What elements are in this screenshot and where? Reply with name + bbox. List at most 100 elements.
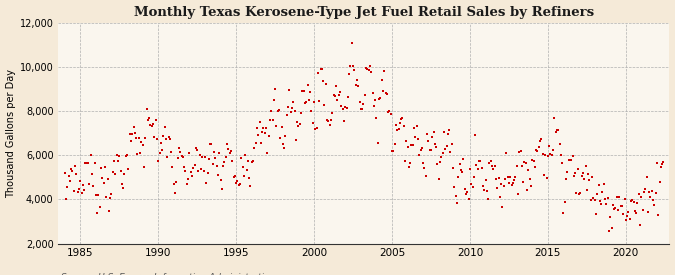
Point: [654, 180, 665, 184]
Point: [197, 155, 208, 159]
Point: [154, 151, 165, 155]
Point: [348, 64, 358, 68]
Point: [207, 162, 218, 166]
Point: [637, 208, 648, 212]
Point: [563, 157, 574, 162]
Point: [572, 167, 583, 171]
Point: [547, 147, 558, 152]
Point: [527, 157, 538, 162]
Point: [356, 107, 367, 111]
Point: [155, 141, 166, 145]
Point: [463, 197, 474, 201]
Point: [258, 125, 269, 130]
Point: [421, 174, 431, 178]
Point: [647, 189, 657, 194]
Point: [561, 177, 572, 182]
Point: [487, 164, 497, 169]
Point: [201, 181, 212, 186]
Point: [141, 106, 152, 111]
Point: [428, 130, 439, 134]
Point: [292, 119, 302, 124]
Point: [531, 148, 541, 152]
Point: [510, 175, 521, 179]
Point: [186, 174, 197, 178]
Point: [437, 151, 448, 155]
Point: [65, 167, 76, 171]
Point: [62, 185, 73, 189]
Point: [107, 170, 118, 174]
Point: [483, 197, 493, 201]
Point: [425, 148, 436, 152]
Point: [439, 130, 450, 134]
Point: [67, 169, 78, 173]
Point: [194, 153, 205, 158]
Point: [221, 142, 232, 146]
Point: [596, 202, 607, 206]
Point: [636, 195, 647, 199]
Point: [640, 186, 651, 191]
Point: [401, 139, 412, 144]
Point: [655, 165, 666, 170]
Point: [392, 128, 402, 132]
Point: [575, 191, 586, 196]
Point: [281, 112, 292, 117]
Point: [102, 177, 113, 181]
Point: [618, 212, 628, 216]
Point: [300, 101, 310, 105]
Point: [180, 169, 191, 174]
Point: [554, 142, 565, 146]
Point: [350, 82, 361, 87]
Point: [364, 64, 375, 68]
Point: [305, 89, 316, 94]
Point: [405, 161, 416, 165]
Y-axis label: Thousand Gallons per Day: Thousand Gallons per Day: [5, 68, 16, 197]
Point: [176, 154, 187, 158]
Point: [313, 71, 323, 76]
Point: [539, 172, 549, 177]
Point: [88, 183, 99, 188]
Point: [325, 118, 336, 123]
Point: [408, 126, 419, 130]
Point: [65, 179, 76, 183]
Point: [381, 92, 392, 96]
Point: [443, 128, 454, 133]
Point: [123, 166, 134, 171]
Point: [287, 105, 298, 110]
Point: [209, 150, 219, 155]
Point: [630, 208, 641, 213]
Point: [393, 127, 404, 131]
Point: [362, 67, 373, 71]
Point: [624, 217, 635, 221]
Point: [132, 151, 143, 156]
Point: [250, 141, 261, 145]
Point: [615, 204, 626, 208]
Point: [488, 167, 499, 171]
Point: [402, 145, 413, 149]
Point: [613, 208, 624, 212]
Point: [537, 152, 548, 156]
Point: [134, 151, 145, 155]
Point: [82, 161, 93, 166]
Point: [641, 175, 652, 179]
Point: [628, 200, 639, 204]
Point: [277, 142, 288, 146]
Point: [198, 169, 209, 173]
Point: [597, 190, 608, 194]
Point: [86, 171, 97, 176]
Point: [358, 102, 369, 106]
Point: [213, 173, 223, 178]
Point: [388, 149, 399, 153]
Point: [411, 124, 422, 128]
Point: [84, 182, 95, 186]
Point: [468, 174, 479, 179]
Point: [294, 122, 305, 127]
Point: [59, 171, 70, 175]
Point: [327, 110, 338, 115]
Point: [514, 150, 524, 155]
Point: [544, 143, 555, 148]
Point: [460, 192, 471, 197]
Point: [493, 176, 504, 181]
Point: [397, 116, 408, 120]
Point: [526, 184, 537, 189]
Point: [410, 135, 421, 139]
